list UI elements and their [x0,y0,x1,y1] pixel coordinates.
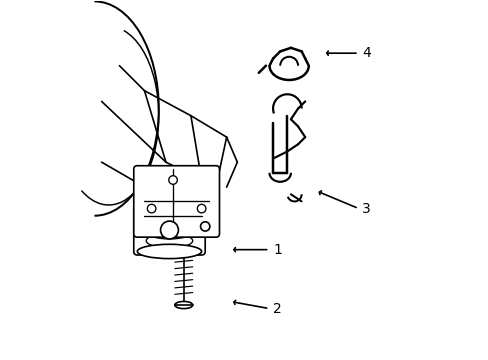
Text: 4: 4 [362,46,370,60]
Circle shape [168,176,177,184]
Ellipse shape [137,244,201,258]
Text: 1: 1 [272,243,282,257]
Circle shape [200,222,209,231]
Text: 2: 2 [272,302,281,316]
Ellipse shape [137,200,201,217]
Ellipse shape [175,301,192,309]
Text: 3: 3 [362,202,370,216]
Circle shape [197,204,205,213]
Circle shape [147,204,156,213]
Circle shape [160,221,178,239]
FancyBboxPatch shape [134,205,205,255]
FancyBboxPatch shape [134,166,219,237]
